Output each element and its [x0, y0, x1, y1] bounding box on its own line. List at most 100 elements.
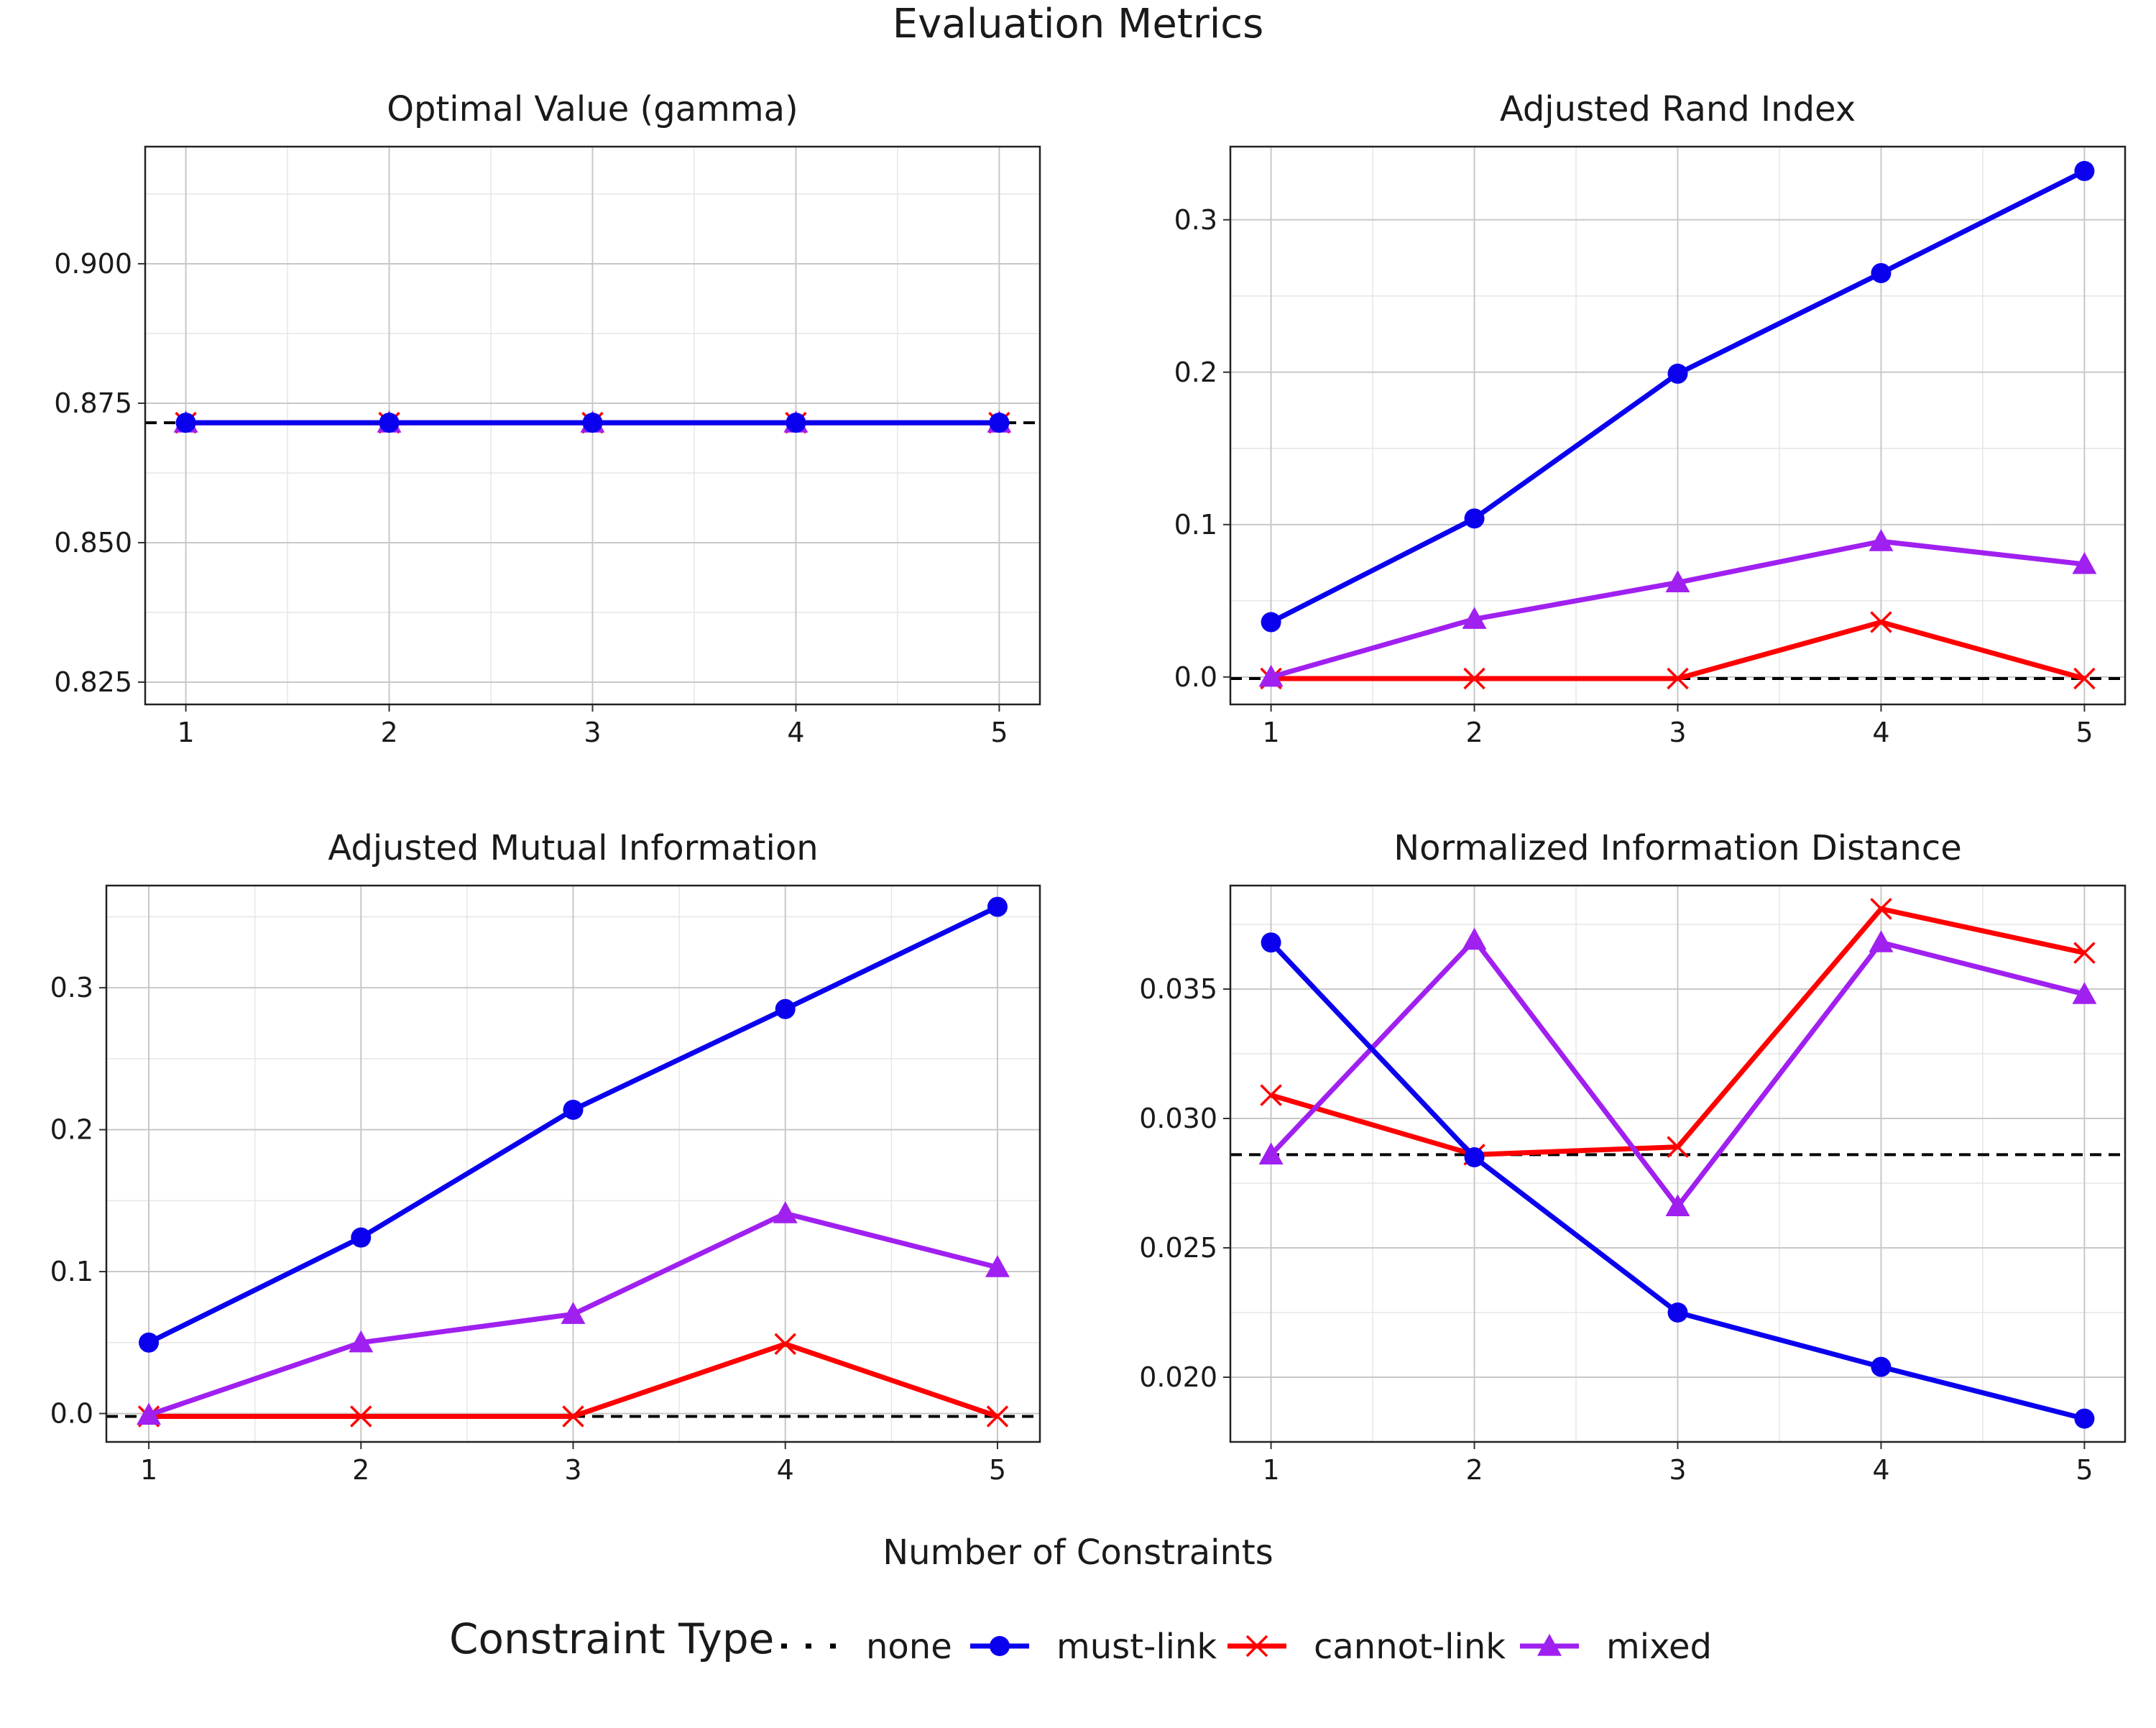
plot-frame [1229, 145, 2127, 706]
y-tick-label: 0.2 [50, 1114, 93, 1146]
y-tick-label: 0.0 [50, 1398, 93, 1430]
point-mixed [2072, 982, 2097, 1004]
point-cannot-link [562, 1405, 584, 1428]
y-tick-label: 0.1 [1174, 509, 1217, 541]
legend-marker [1245, 1635, 1268, 1658]
x-tick-label: 3 [584, 717, 601, 748]
x-tick-label: 2 [380, 717, 397, 748]
series-must-link [1261, 160, 2095, 633]
legend-marker [990, 1636, 1010, 1656]
series-must-link [139, 896, 1008, 1353]
panel-2: Adjusted Rand Index 1 2 3 4 5 0.0 0.1 0.2 0.3 [1174, 89, 2127, 748]
point-cannot-link [774, 1333, 796, 1355]
plot-frame [144, 145, 1041, 706]
point-cannot-link [1463, 667, 1485, 690]
series-must-link [1261, 932, 2095, 1429]
panel-title: Optimal Value (gamma) [387, 89, 798, 129]
point-mixed [2072, 551, 2097, 574]
panel-4: Normalized Information Distance 1 2 3 4 5 0.02… [1139, 828, 2127, 1486]
x-tick-label: 1 [140, 1454, 157, 1486]
point-mixed [1258, 1142, 1284, 1164]
point-mixed [137, 1402, 162, 1425]
y-tick-label: 0.3 [50, 972, 93, 1003]
point-cannot-link [1667, 667, 1689, 690]
panels: Optimal Value (gamma) 1 2 3 4 5 0.825 0.850 0.87… [50, 89, 2127, 1486]
point-must-link [1261, 612, 1281, 633]
point-must-link [351, 1227, 372, 1248]
y-tick-label: 0.900 [54, 248, 132, 280]
x-tick-label: 4 [787, 717, 804, 748]
x-tick-label: 3 [564, 1454, 581, 1486]
y-tick-label: 0.025 [1139, 1232, 1217, 1264]
legend-item-cannot-link: cannot-link [1227, 1627, 1506, 1667]
point-cannot-link [1870, 898, 1892, 920]
point-must-link [1667, 1302, 1688, 1323]
x-tick-label: 4 [777, 1454, 794, 1486]
point-mixed [1869, 930, 1894, 952]
point-must-link [1871, 262, 1892, 283]
panel-3: Adjusted Mutual Information 1 2 3 4 5 0.0 0.1 0.… [50, 828, 1041, 1486]
legend-item-must-link: must-link [970, 1627, 1217, 1667]
legend-title: Constraint Type [449, 1614, 774, 1663]
x-tick-label: 3 [1669, 717, 1686, 748]
y-tick-label: 0.1 [50, 1256, 93, 1287]
figure-title: Evaluation Metrics [893, 1, 1264, 47]
x-tick-label: 4 [1872, 1454, 1889, 1486]
point-must-link [786, 413, 806, 433]
series-mixed [137, 1201, 1010, 1425]
y-tick-label: 0.0 [1174, 661, 1217, 693]
x-tick-label: 1 [1262, 1454, 1279, 1486]
x-tick-label: 1 [1262, 717, 1279, 748]
point-cannot-link [2073, 667, 2096, 690]
x-tick-label: 2 [1465, 1454, 1483, 1486]
point-mixed [773, 1201, 798, 1223]
plot-frame [1229, 884, 2127, 1443]
point-must-link [2074, 160, 2095, 181]
point-must-link [175, 413, 196, 433]
y-tick-label: 0.020 [1139, 1361, 1217, 1393]
point-must-link [775, 998, 796, 1019]
point-must-link [379, 413, 400, 433]
grid [106, 886, 1040, 1442]
grid [1230, 147, 2125, 704]
y-tick-label: 0.850 [54, 527, 132, 559]
x-tick-label: 2 [1465, 717, 1483, 748]
point-cannot-link [2073, 942, 2096, 964]
point-must-link [563, 1099, 584, 1120]
point-must-link [989, 413, 1010, 433]
point-mixed [349, 1330, 374, 1353]
point-must-link [2074, 1408, 2095, 1429]
series-mixed [1258, 927, 2097, 1216]
legend-label: mixed [1606, 1627, 1712, 1667]
panel-1: Optimal Value (gamma) 1 2 3 4 5 0.825 0.850 0.87… [54, 89, 1041, 748]
point-must-link [1464, 1147, 1485, 1167]
point-must-link [139, 1332, 160, 1353]
point-must-link [987, 896, 1008, 917]
panel-title: Normalized Information Distance [1393, 828, 1961, 868]
x-tick-label: 2 [352, 1454, 369, 1486]
series-mixed [1258, 529, 2097, 687]
point-must-link [1464, 508, 1485, 529]
point-must-link [1261, 932, 1281, 953]
y-tick-label: 0.2 [1174, 357, 1217, 388]
x-tick-label: 5 [2076, 1454, 2093, 1486]
point-mixed [1869, 529, 1894, 551]
legend: Constraint Type none must-link cannot-link… [449, 1614, 1712, 1667]
point-mixed [1665, 1194, 1690, 1216]
x-tick-label: 5 [2076, 717, 2093, 748]
point-must-link [582, 413, 603, 433]
panel-title: Adjusted Mutual Information [328, 828, 818, 868]
point-cannot-link [350, 1405, 372, 1428]
point-cannot-link [1667, 1136, 1689, 1158]
point-cannot-link [986, 1405, 1009, 1428]
legend-marker [1537, 1634, 1562, 1656]
point-must-link [1871, 1356, 1892, 1377]
y-tick-label: 0.030 [1139, 1103, 1217, 1134]
y-tick-label: 0.3 [1174, 204, 1217, 236]
series-must-link [175, 413, 1010, 433]
point-mixed [1258, 664, 1284, 687]
x-axis-label: Number of Constraints [883, 1532, 1273, 1573]
y-tick-label: 0.035 [1139, 973, 1217, 1005]
legend-label: none [866, 1627, 952, 1667]
